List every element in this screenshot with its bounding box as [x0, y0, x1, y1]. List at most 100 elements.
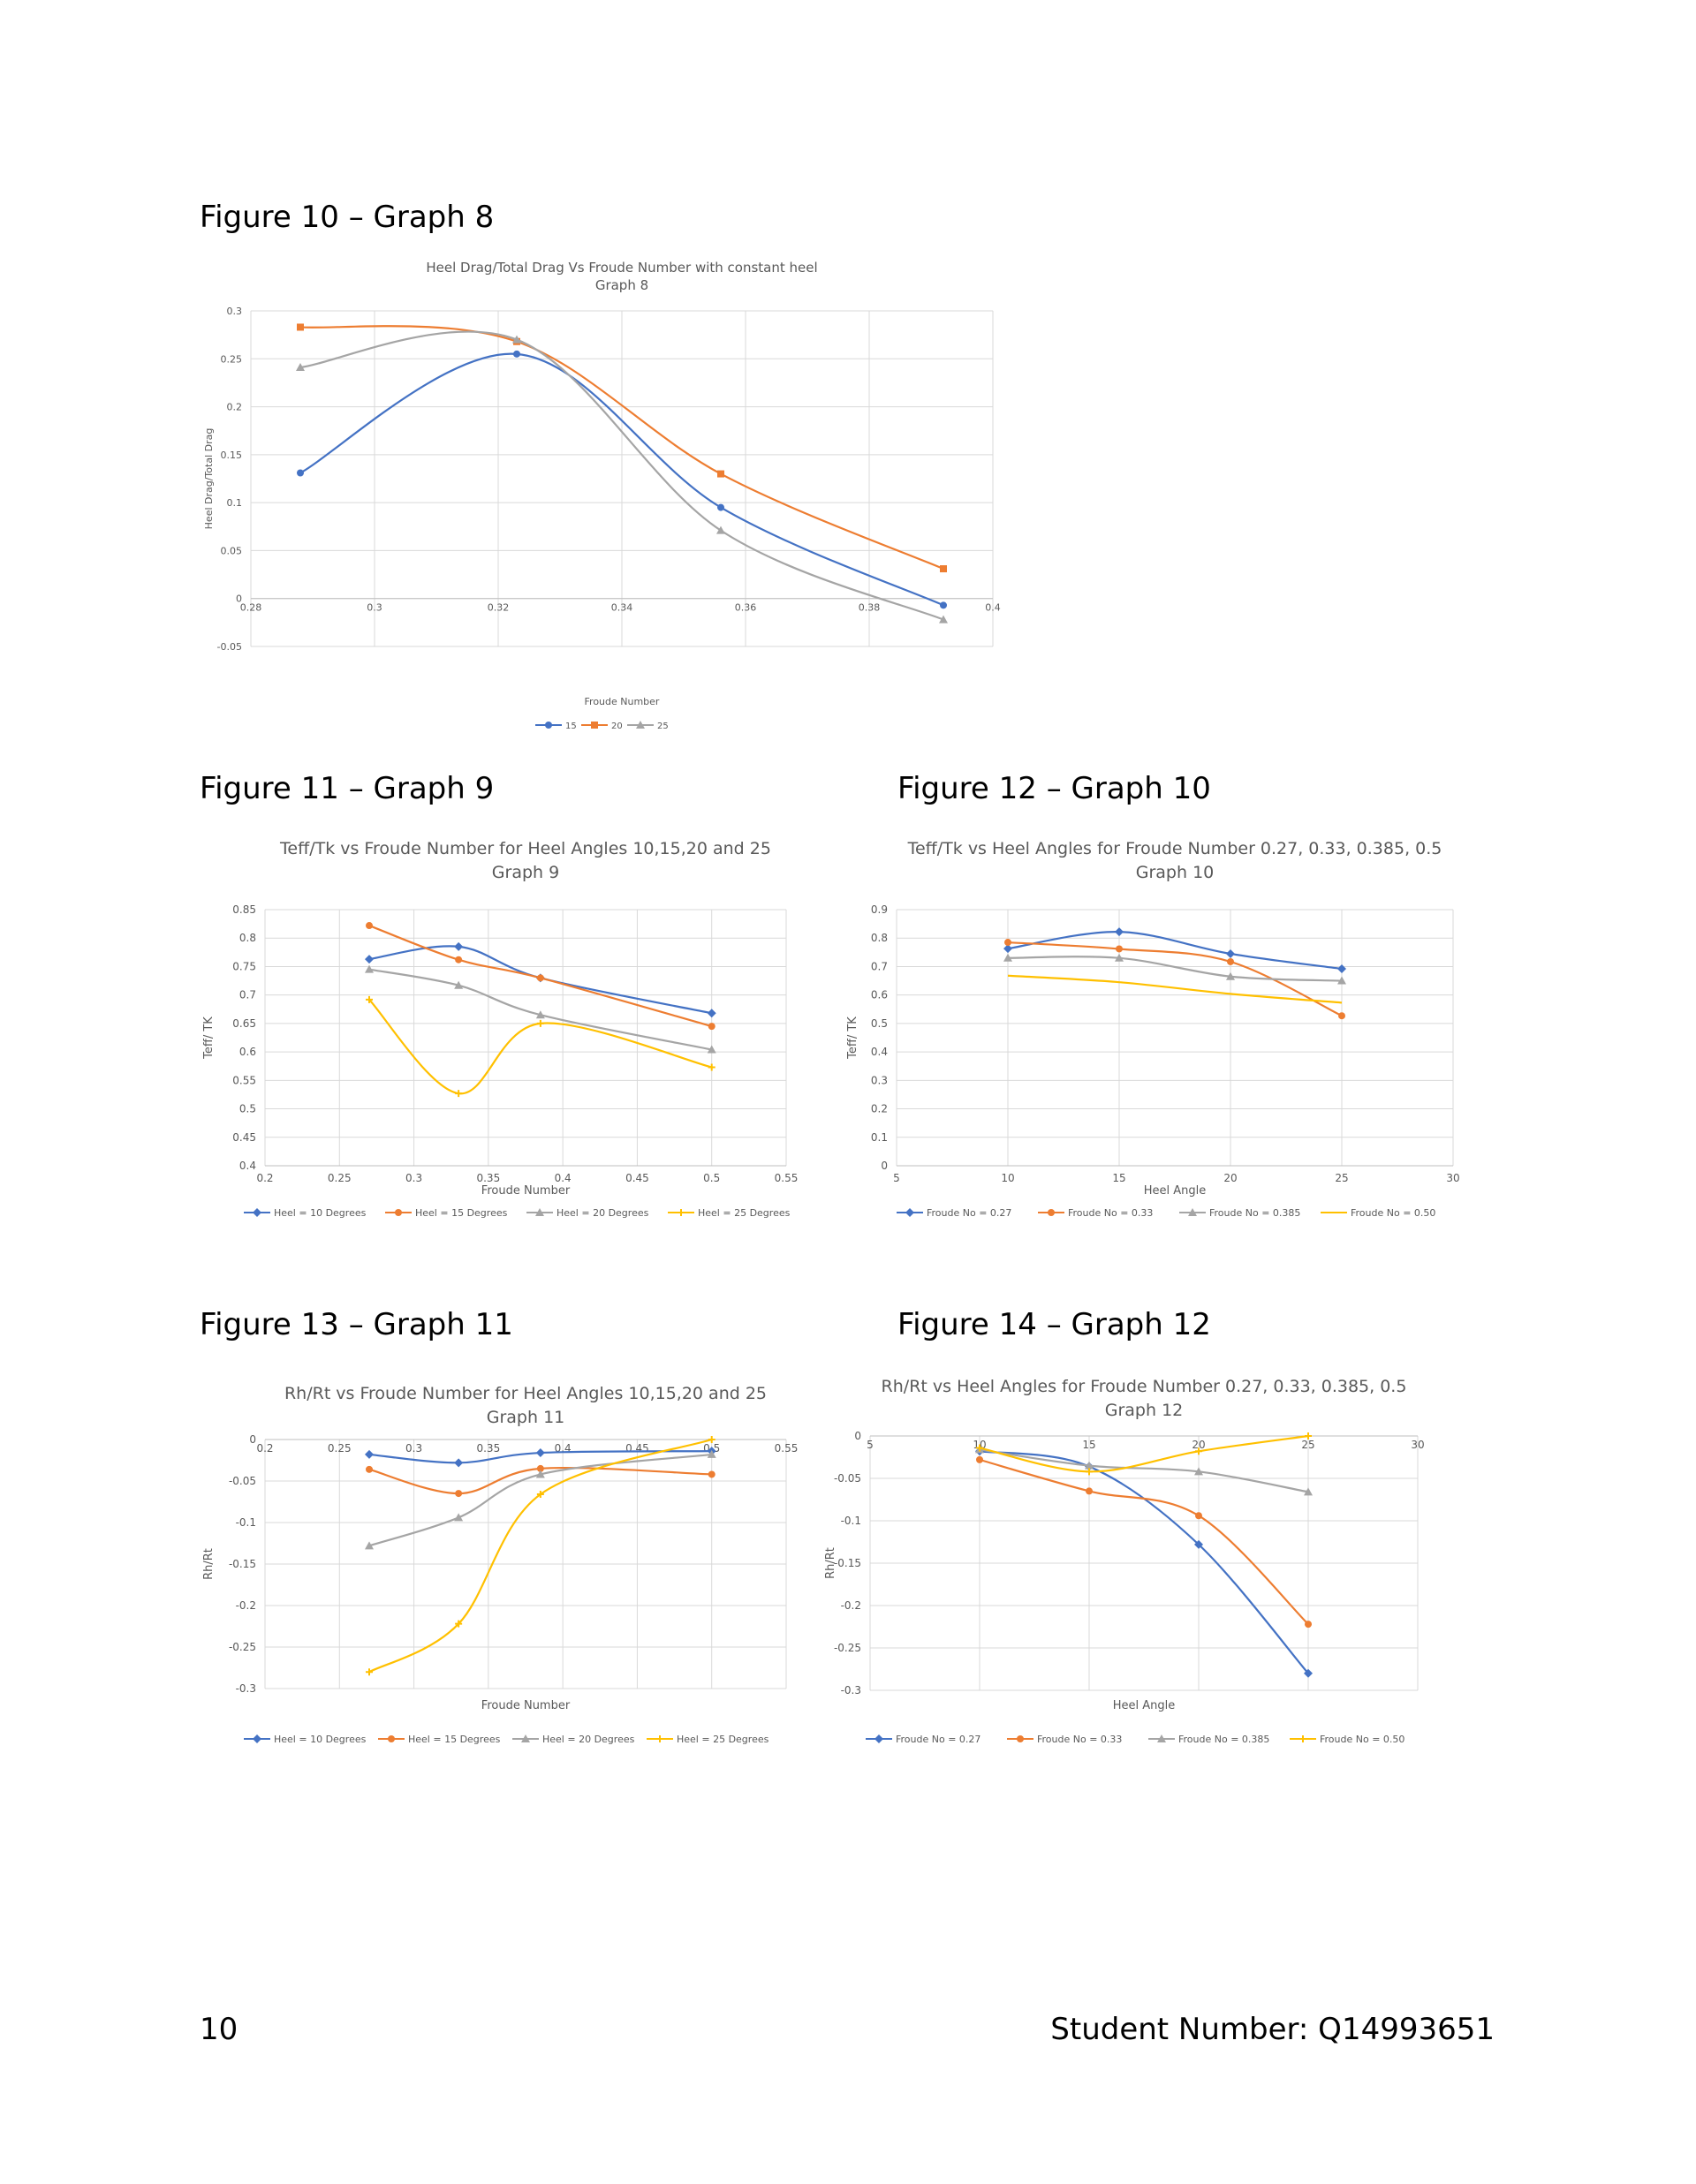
- data-point: [1194, 1539, 1203, 1549]
- legend-marker: [1017, 1735, 1024, 1742]
- graph-12-svg: Rh/Rt vs Heel Angles for Froude Number 0…: [824, 1377, 1425, 1745]
- data-point: [455, 956, 463, 964]
- legend-marker: [1048, 1209, 1055, 1216]
- series-line: [979, 1458, 1309, 1625]
- x-tick-label: 0.38: [859, 602, 881, 614]
- series-2: [366, 922, 716, 1031]
- chart-subtitle: Graph 12: [1105, 1401, 1184, 1420]
- legend-marker: [395, 1209, 402, 1216]
- graph-11-chart: Rh/Rt vs Froude Number for Heel Angles 1…: [200, 1371, 844, 1759]
- data-point: [976, 1455, 983, 1463]
- graph-9-svg: Teff/Tk vs Froude Number for Heel Angles…: [202, 839, 799, 1219]
- data-point: [1194, 1467, 1203, 1476]
- x-tick-label: 0.25: [328, 1442, 352, 1455]
- x-tick-label: 0.36: [735, 602, 757, 614]
- figure-12-caption: Figure 12 – Graph 10: [897, 771, 1211, 806]
- x-tick-label: 25: [1335, 1172, 1348, 1184]
- graph-10-svg: Teff/Tk vs Heel Angles for Froude Number…: [846, 839, 1460, 1219]
- y-tick-label: -0.05: [217, 641, 242, 653]
- chart-legend: Froude No = 0.27 Froude No = 0.33 Froude N…: [897, 1207, 1435, 1219]
- legend-label: Heel = 15 Degrees: [415, 1207, 508, 1219]
- data-point: [536, 1491, 544, 1499]
- x-tick-label: 20: [1192, 1439, 1205, 1451]
- gridlines: [896, 909, 1454, 1167]
- y-tick-label: 0.85: [232, 903, 256, 916]
- data-point: [365, 1449, 374, 1459]
- data-point: [366, 1465, 373, 1473]
- x-tick-label: 5: [867, 1439, 874, 1451]
- figure-10-caption: Figure 10 – Graph 8: [200, 200, 495, 235]
- data-point: [535, 1010, 545, 1019]
- data-point: [1337, 964, 1346, 974]
- y-axis-title: Rh/Rt: [824, 1547, 837, 1579]
- legend-marker: [656, 1735, 663, 1742]
- series-line: [299, 330, 944, 621]
- y-tick-label: 0: [249, 1433, 256, 1446]
- series-1: [365, 1447, 716, 1468]
- series-3: [975, 1445, 1313, 1496]
- x-tick-label: 30: [1411, 1439, 1424, 1451]
- chart-legend: Froude No = 0.27 Froude No = 0.33 Froude N…: [866, 1734, 1404, 1745]
- data-point: [1337, 976, 1346, 985]
- gridlines: [869, 1435, 1419, 1691]
- legend-item: Heel = 25 Degrees: [668, 1207, 791, 1219]
- data-point: [454, 1513, 464, 1522]
- series-3: [1003, 953, 1346, 985]
- y-tick-label: -0.05: [834, 1472, 861, 1485]
- student-number: Student Number: Q14993651: [1050, 2012, 1495, 2047]
- x-tick-label: 0.32: [488, 602, 510, 614]
- data-point: [366, 922, 373, 930]
- data-point: [454, 941, 464, 951]
- graph-10-chart: Teff/Tk vs Heel Angles for Froude Number…: [844, 828, 1480, 1226]
- x-axis-title: Froude Number: [481, 1699, 571, 1712]
- graph-9-chart: Teff/Tk vs Froude Number for Heel Angles…: [200, 828, 844, 1226]
- data-point: [1195, 1512, 1202, 1520]
- data-point: [976, 1444, 983, 1452]
- legend-item: Heel = 15 Degrees: [378, 1734, 501, 1745]
- legend-label: Froude No = 0.50: [1351, 1207, 1435, 1219]
- legend-label: 25: [657, 722, 669, 731]
- chart-subtitle: Graph 9: [492, 863, 559, 882]
- graph-8-chart: Heel Drag/Total Drag Vs Froude Number wi…: [200, 256, 1003, 751]
- data-point: [366, 995, 373, 1003]
- data-point: [707, 1045, 716, 1054]
- legend-label: Froude No = 0.27: [896, 1734, 980, 1745]
- series-line: [299, 352, 944, 607]
- chart-title: Teff/Tk vs Froude Number for Heel Angles…: [279, 839, 771, 858]
- y-tick-label: 0: [854, 1430, 861, 1442]
- y-axis-title: Rh/Rt: [202, 1548, 216, 1580]
- legend-marker: [253, 1734, 261, 1743]
- legend-label: Heel = 25 Degrees: [677, 1734, 769, 1745]
- legend-marker: [388, 1735, 395, 1742]
- x-tick-label: 5: [893, 1172, 900, 1184]
- gridlines: [264, 1439, 787, 1689]
- series-line: [368, 1438, 713, 1674]
- y-tick-label: -0.25: [229, 1641, 256, 1653]
- legend-item: Heel = 10 Degrees: [244, 1734, 367, 1745]
- x-tick-label: 20: [1223, 1172, 1237, 1184]
- legend-item: Froude No = 0.385: [1148, 1734, 1269, 1745]
- graph-11-svg: Rh/Rt vs Froude Number for Heel Angles 1…: [202, 1384, 798, 1745]
- legend-marker: [545, 722, 552, 729]
- series-line: [299, 325, 944, 571]
- series-line: [368, 1453, 712, 1547]
- legend-label: Froude No = 0.33: [1037, 1734, 1122, 1745]
- chart-title: Rh/Rt vs Heel Angles for Froude Number 0…: [882, 1377, 1407, 1396]
- x-axis-title: Heel Angle: [1113, 1699, 1176, 1712]
- data-point: [1195, 1447, 1202, 1455]
- legend-marker: [535, 1208, 544, 1216]
- data-point: [1085, 1461, 1094, 1470]
- legend-label: 20: [611, 722, 623, 731]
- data-point: [366, 1668, 373, 1676]
- data-point: [455, 1090, 463, 1098]
- x-tick-label: 0.3: [367, 602, 382, 614]
- y-tick-label: 0.6: [239, 1046, 256, 1058]
- legend-item: 20: [581, 722, 623, 731]
- y-tick-label: -0.3: [236, 1682, 256, 1695]
- y-axis-title: Teff/ TK: [846, 1016, 859, 1060]
- legend-item: Froude No = 0.33: [1038, 1207, 1153, 1219]
- legend-item: Froude No = 0.27: [866, 1734, 980, 1745]
- x-tick-label: 0.55: [775, 1172, 799, 1184]
- chart-subtitle: Graph 8: [595, 277, 648, 293]
- x-tick-label: 0.34: [611, 602, 633, 614]
